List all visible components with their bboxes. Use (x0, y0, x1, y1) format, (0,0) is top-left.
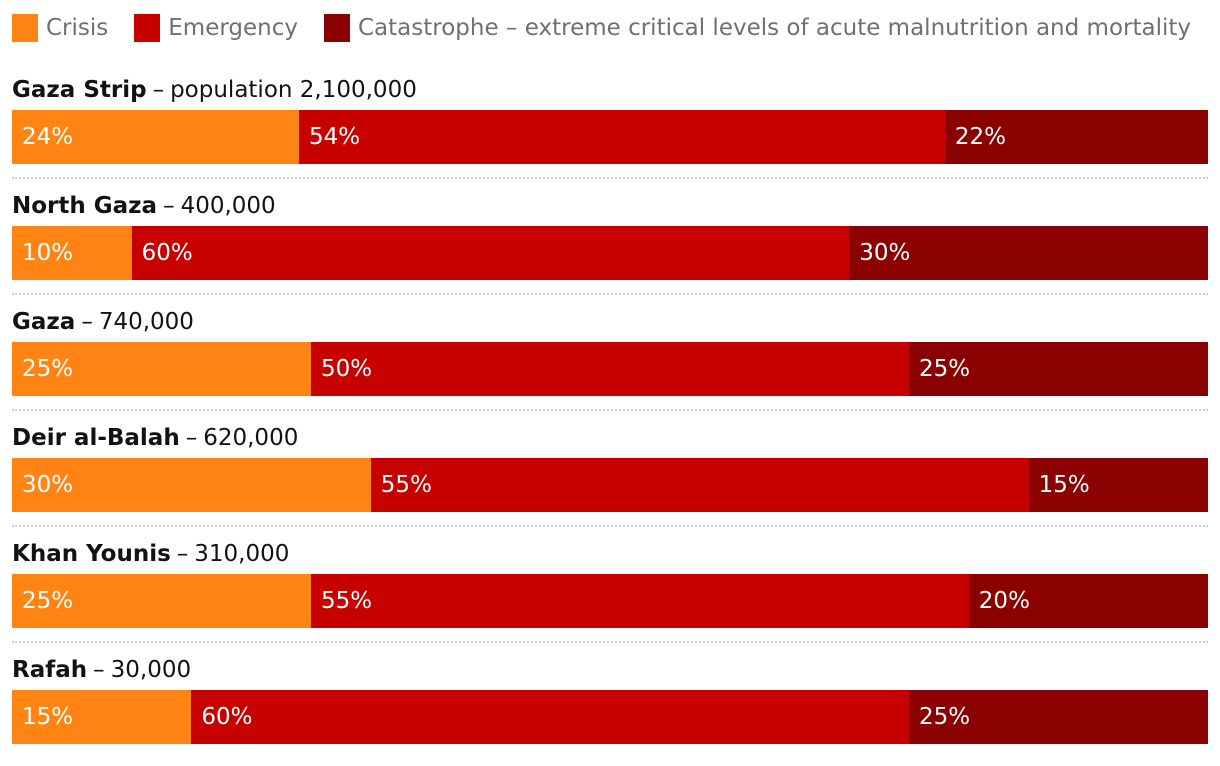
population-label: 310,000 (194, 541, 290, 567)
bar-segment-crisis: 30% (12, 458, 371, 512)
row-divider (12, 409, 1208, 411)
bar-row-gaza: Gaza –740,000 25% 50% 25% (12, 302, 1208, 418)
stacked-bar: 25% 50% 25% (12, 342, 1208, 396)
row-divider (12, 293, 1208, 295)
title-separator: – (93, 657, 105, 683)
stacked-bar: 30% 55% 15% (12, 458, 1208, 512)
row-title: Gaza Strip – population 2,100,000 (12, 70, 1208, 110)
title-separator: – (185, 425, 198, 451)
category-label: Khan Younis (12, 541, 171, 567)
bar-segment-crisis: 15% (12, 690, 192, 744)
category-label: Deir al-Balah (12, 425, 180, 451)
row-title: North Gaza –400,000 (12, 186, 1208, 226)
legend-label-catastrophe: Catastrophe – extreme critical levels of… (358, 15, 1191, 41)
row-divider (12, 641, 1208, 643)
bar-row-gaza-strip: Gaza Strip – population 2,100,000 24% 54% 22% (12, 70, 1208, 186)
bar-row-rafah: Rafah –30,000 15% 60% 25% (12, 650, 1208, 766)
data-label: 25% (22, 588, 74, 614)
category-label: Gaza Strip (12, 77, 147, 103)
bar-segment-emergency: 55% (311, 574, 969, 628)
bar-segment-crisis: 25% (12, 342, 311, 396)
population-label: population 2,100,000 (170, 77, 417, 103)
category-label: North Gaza (12, 193, 158, 219)
data-label: 55% (380, 472, 432, 498)
bar-row-north-gaza: North Gaza –400,000 10% 60% 30% (12, 186, 1208, 302)
legend-label-emergency: Emergency (168, 15, 298, 41)
stacked-bar-chart: Gaza Strip – population 2,100,000 24% 54% 22%… (12, 70, 1208, 766)
stacked-bar: 10% 60% 30% (12, 226, 1208, 280)
stacked-bar: 15% 60% 25% (12, 690, 1208, 744)
category-label: Rafah (12, 657, 88, 683)
data-label: 22% (954, 124, 1006, 150)
population-label: 30,000 (110, 657, 192, 683)
data-label: 60% (141, 240, 193, 266)
bar-segment-catastrophe: 30% (849, 226, 1208, 280)
bar-segment-emergency: 60% (191, 690, 909, 744)
bar-segment-emergency: 60% (131, 226, 850, 280)
data-label: 25% (918, 704, 971, 730)
data-label: 55% (321, 588, 373, 614)
row-title: Rafah –30,000 (12, 650, 1208, 690)
data-label: 20% (978, 588, 1030, 614)
data-label: 10% (22, 240, 74, 266)
data-label: 54% (309, 124, 361, 150)
row-title: Gaza –740,000 (12, 302, 1208, 342)
legend-swatch-crisis (12, 14, 38, 42)
row-title: Deir al-Balah –620,000 (12, 418, 1208, 458)
bar-segment-emergency: 55% (370, 458, 1029, 512)
bar-segment-catastrophe: 25% (908, 690, 1208, 744)
data-label: 24% (22, 124, 74, 150)
data-label: 15% (1038, 472, 1090, 498)
bar-segment-catastrophe: 25% (909, 342, 1208, 396)
legend-swatch-emergency (134, 14, 161, 42)
data-label: 30% (859, 240, 911, 266)
chart-legend: Crisis Emergency Catastrophe – extreme c… (12, 12, 1191, 44)
bar-row-khan-younis: Khan Younis –310,000 25% 55% 20% (12, 534, 1208, 650)
bar-segment-catastrophe: 20% (968, 574, 1208, 628)
row-divider (12, 177, 1208, 179)
data-label: 50% (321, 356, 373, 382)
bar-segment-crisis: 24% (12, 110, 300, 164)
title-separator: – (81, 309, 93, 335)
data-label: 25% (22, 356, 74, 382)
row-title: Khan Younis –310,000 (12, 534, 1208, 574)
stacked-bar: 24% 54% 22% (12, 110, 1208, 164)
data-label: 30% (22, 472, 74, 498)
bar-row-deir-al-balah: Deir al-Balah –620,000 30% 55% 15% (12, 418, 1208, 534)
title-separator: – (152, 77, 165, 103)
bar-segment-catastrophe: 15% (1028, 458, 1208, 512)
legend-label-crisis: Crisis (46, 15, 109, 41)
bar-segment-emergency: 50% (311, 342, 909, 396)
legend-swatch-catastrophe (324, 14, 350, 42)
population-label: 400,000 (180, 193, 276, 219)
row-divider (12, 525, 1208, 527)
bar-segment-catastrophe: 22% (944, 110, 1208, 164)
bar-segment-crisis: 25% (12, 574, 311, 628)
bar-segment-emergency: 54% (299, 110, 945, 164)
title-separator: – (176, 541, 189, 567)
bar-segment-crisis: 10% (12, 226, 132, 280)
legend-item-catastrophe: Catastrophe – extreme critical levels of… (324, 14, 1191, 42)
population-label: 740,000 (98, 309, 194, 335)
legend-item-emergency: Emergency (134, 14, 298, 42)
data-label: 15% (22, 704, 74, 730)
title-separator: – (163, 193, 175, 219)
population-label: 620,000 (203, 425, 299, 451)
category-label: Gaza (12, 309, 76, 335)
legend-item-crisis: Crisis (12, 14, 108, 42)
data-label: 60% (201, 704, 253, 730)
data-label: 25% (919, 356, 971, 382)
stacked-bar: 25% 55% 20% (12, 574, 1208, 628)
